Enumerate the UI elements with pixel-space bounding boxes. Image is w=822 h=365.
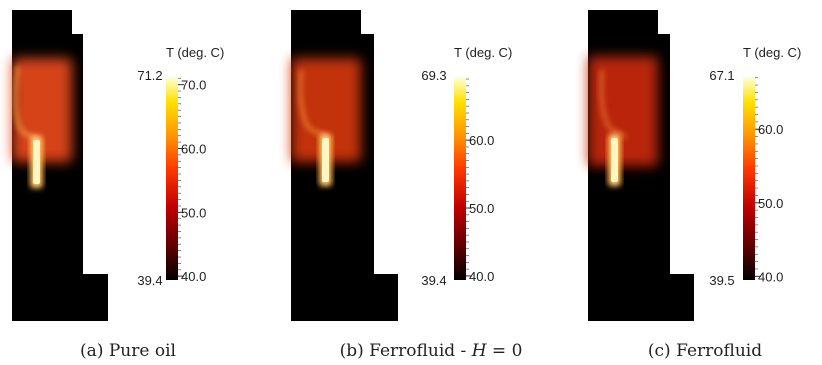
temperature-field	[12, 10, 108, 321]
min-label: 39.4	[137, 273, 162, 288]
tick-label: 50.0	[181, 205, 206, 220]
legend-title: T (deg. C)	[166, 45, 224, 60]
warm-region	[588, 56, 658, 166]
legend-title: T (deg. C)	[743, 45, 801, 60]
panel-c	[588, 10, 694, 321]
min-label: 39.5	[709, 273, 734, 288]
colorbar	[166, 77, 178, 280]
max-label: 67.1	[709, 68, 734, 83]
panel-b	[291, 10, 398, 321]
tick-group: 60.0 50.0 40.0	[755, 77, 783, 284]
tick-label: 70.0	[181, 78, 206, 93]
temperature-field	[588, 10, 694, 321]
tick-group: 60.0 50.0 40.0	[466, 78, 494, 284]
domain-silhouette	[291, 10, 398, 321]
tick-label: 50.0	[469, 201, 494, 216]
colorbar	[454, 77, 466, 280]
tick-label: 40.0	[758, 269, 783, 284]
legend-title: T (deg. C)	[454, 45, 512, 60]
legend-a: T (deg. C) 71.2 39.4 70.0 60.0 50.0 40.0	[137, 45, 224, 288]
legend-b: T (deg. C) 69.3 39.4 60.0 50.0 40.0	[421, 45, 512, 288]
caption-b-prefix: (b) Ferrofluid -	[340, 341, 472, 361]
convection-loop	[599, 69, 628, 139]
caption-b: (b) Ferrofluid - H = 0	[340, 341, 523, 361]
heater-core	[322, 138, 329, 182]
tick-label: 60.0	[181, 141, 206, 156]
caption-a: (a) Pure oil	[80, 341, 176, 361]
max-label: 71.2	[137, 68, 162, 83]
tick-label: 60.0	[469, 133, 494, 148]
colorbar	[743, 77, 755, 280]
max-label: 69.3	[421, 68, 446, 83]
temperature-field	[291, 10, 398, 321]
tick-label: 40.0	[181, 269, 206, 284]
panel-a	[12, 10, 108, 321]
tick-label: 40.0	[469, 269, 494, 284]
legend-c: T (deg. C) 67.1 39.5 60.0 50.0 40.0	[709, 45, 801, 288]
caption-b-suffix: = 0	[487, 341, 523, 361]
tick-label: 60.0	[758, 122, 783, 137]
min-label: 39.4	[421, 273, 446, 288]
domain-silhouette	[12, 10, 108, 321]
tick-group: 70.0 60.0 50.0 40.0	[178, 78, 206, 284]
caption-c: (c) Ferrofluid	[648, 341, 762, 361]
heater-core	[33, 140, 40, 184]
caption-b-var: H	[471, 341, 488, 361]
tick-label: 50.0	[758, 196, 783, 211]
warm-region	[291, 58, 361, 162]
heater-core	[611, 138, 618, 182]
